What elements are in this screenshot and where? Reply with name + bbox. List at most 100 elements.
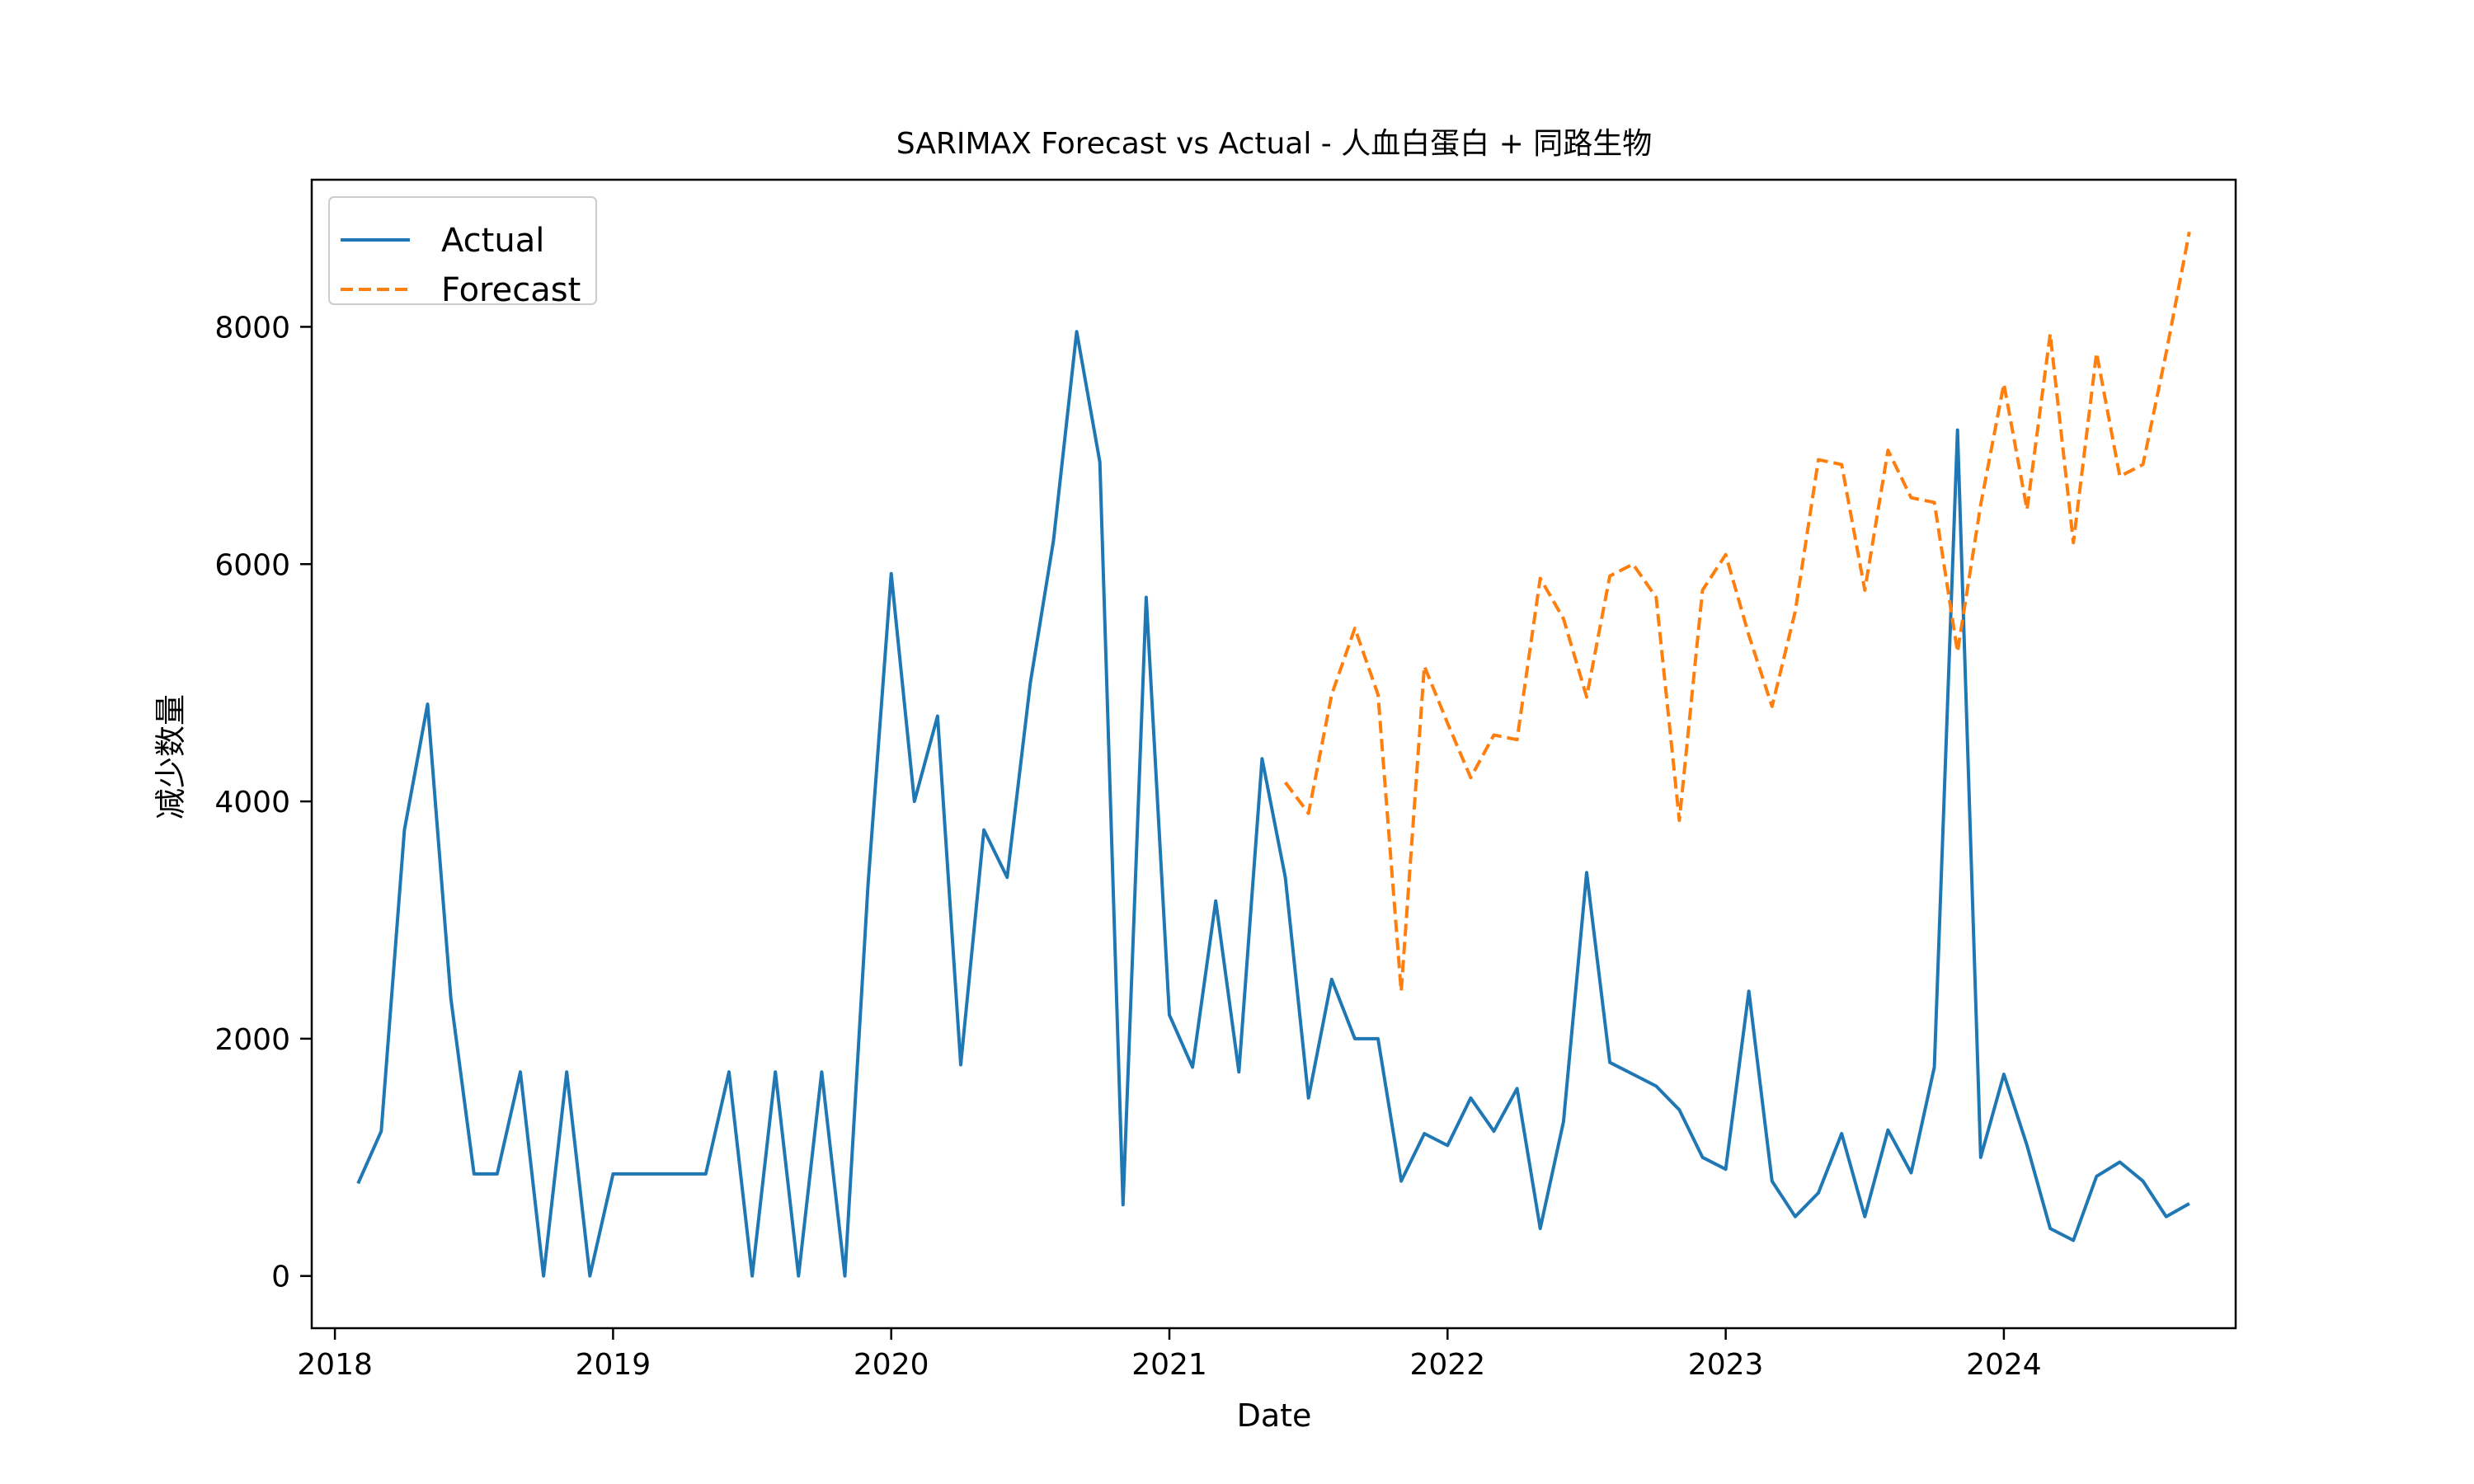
series-actual-point	[1214, 899, 1217, 903]
series-forecast-point	[1724, 553, 1728, 556]
series-forecast-point	[1886, 448, 1889, 452]
x-tick-label: 2022	[1410, 1348, 1486, 1382]
series-forecast-point	[1330, 693, 1333, 697]
series-forecast-point	[2188, 230, 2191, 233]
series-forecast-point	[1863, 589, 1866, 592]
series-actual-point	[2072, 1239, 2075, 1242]
series-actual-point	[1028, 681, 1032, 684]
series-actual-point	[913, 800, 916, 803]
series-forecast-point	[1608, 575, 1611, 578]
series-forecast-point	[2048, 332, 2052, 336]
series-forecast-point	[2119, 475, 2122, 478]
series-actual-point	[1122, 1203, 1125, 1206]
series-actual-point	[1747, 989, 1751, 993]
y-tick-label: 8000	[214, 311, 290, 345]
series-actual-point	[1098, 461, 1102, 464]
series-actual-point	[1886, 1129, 1889, 1132]
x-axis: 2018 2019 2020 2021 2022 2023 2024	[297, 1328, 2042, 1382]
series-actual-point	[1399, 1180, 1403, 1183]
x-tick-label: 2021	[1131, 1348, 1207, 1382]
series-actual-line	[356, 330, 2190, 1278]
series-forecast-point	[1562, 617, 1565, 620]
series-actual-point	[1516, 1087, 1519, 1090]
series-forecast-point	[1956, 650, 1959, 654]
series-actual-point	[1979, 1156, 1982, 1159]
series-actual-point	[658, 1172, 661, 1176]
series-actual-point	[1307, 1097, 1310, 1100]
series-actual-point	[1863, 1215, 1866, 1219]
legend-forecast-label: Forecast	[441, 271, 581, 309]
series-forecast-point	[1631, 562, 1634, 566]
x-tick-label: 2018	[297, 1348, 373, 1382]
series-actual-point	[1562, 1120, 1565, 1124]
series-forecast-point	[1446, 721, 1449, 725]
series-actual-point	[1260, 757, 1263, 760]
series-actual-point	[727, 1070, 731, 1073]
series-forecast-point	[1585, 695, 1588, 698]
series-forecast-point	[1747, 634, 1751, 637]
series-actual-point	[844, 1275, 847, 1278]
series-actual-point	[704, 1172, 708, 1176]
series-forecast-point	[1701, 589, 1705, 592]
series-forecast-point	[2142, 463, 2145, 466]
series-actual-point	[1840, 1132, 1843, 1135]
series-actual-point	[797, 1275, 800, 1278]
series-actual-point	[2119, 1161, 2122, 1164]
x-tick-label: 2020	[854, 1348, 929, 1382]
x-tick-label: 2024	[1966, 1348, 2042, 1382]
y-tick-label: 2000	[214, 1023, 290, 1057]
series-actual-point	[1933, 1065, 1936, 1068]
series-forecast-point	[1353, 627, 1357, 630]
series-forecast-point	[2025, 508, 2029, 511]
series-actual-point	[635, 1172, 638, 1176]
legend: Actual Forecast	[328, 196, 597, 309]
series-forecast-point	[1469, 776, 1472, 779]
series-actual-point	[2188, 1202, 2191, 1205]
series-forecast-point	[2165, 351, 2168, 355]
series-actual-point	[1771, 1180, 1774, 1183]
series-actual-point	[867, 883, 870, 886]
series-actual-point	[1168, 1013, 1171, 1017]
series-actual-point	[565, 1070, 568, 1073]
series-forecast-point	[1399, 989, 1403, 993]
series-actual-point	[959, 1064, 962, 1067]
y-axis: 0 2000 4000 6000 8000	[214, 311, 312, 1294]
series-actual-point	[1353, 1037, 1357, 1040]
series-actual-point	[1539, 1227, 1542, 1230]
series-actual-point	[449, 997, 453, 1000]
series-actual-point	[1701, 1156, 1705, 1159]
series-forecast-point	[1539, 577, 1542, 580]
series-actual-point	[1794, 1215, 1797, 1219]
series-forecast-point	[1516, 738, 1519, 741]
series-actual-point	[1075, 330, 1079, 333]
plot-area	[356, 230, 2191, 1278]
series-forecast-point	[1817, 458, 1820, 462]
series-forecast-point	[1307, 812, 1310, 815]
chart-title: SARIMAX Forecast vs Actual - 人血白蛋白 + 同路生…	[896, 127, 1653, 161]
series-forecast-point	[1423, 665, 1426, 668]
series-actual-point	[542, 1275, 545, 1278]
series-actual-point	[2165, 1215, 2168, 1219]
series-forecast-point	[1794, 610, 1797, 613]
series-forecast-point	[1654, 596, 1658, 599]
series-actual-point	[890, 572, 893, 575]
series-actual-point	[1005, 876, 1009, 879]
series-actual-point	[519, 1070, 522, 1073]
series-actual-point	[1654, 1084, 1658, 1087]
series-forecast-point	[1677, 819, 1681, 822]
series-forecast-point	[2002, 383, 2006, 386]
series-actual-point	[588, 1275, 591, 1278]
series-actual-point	[1284, 876, 1287, 879]
series-forecast-point	[1979, 503, 1982, 506]
series-actual-point	[426, 702, 430, 706]
series-actual-point	[2048, 1227, 2052, 1230]
x-axis-label: Date	[1237, 1397, 1312, 1434]
series-actual-point	[1677, 1108, 1681, 1111]
series-forecast-line	[1283, 231, 2191, 993]
series-actual-point	[1910, 1172, 1913, 1175]
legend-actual-label: Actual	[441, 222, 544, 260]
series-actual-point	[1469, 1097, 1472, 1100]
series-actual-point	[611, 1172, 614, 1176]
series-forecast-point	[1284, 781, 1287, 784]
